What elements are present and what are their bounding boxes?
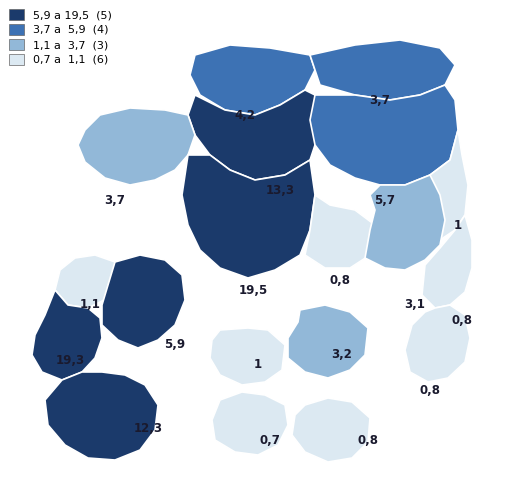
Text: 3,7: 3,7 xyxy=(104,194,125,207)
Text: 0,7: 0,7 xyxy=(259,434,280,447)
Polygon shape xyxy=(188,90,319,180)
Polygon shape xyxy=(182,155,315,278)
Text: 3,1: 3,1 xyxy=(404,298,425,311)
Polygon shape xyxy=(45,372,158,460)
Polygon shape xyxy=(212,392,288,455)
Polygon shape xyxy=(78,108,194,185)
Polygon shape xyxy=(309,85,457,185)
Polygon shape xyxy=(288,305,367,378)
Text: 12,3: 12,3 xyxy=(133,422,162,435)
Text: 1: 1 xyxy=(453,219,461,232)
Text: 5,7: 5,7 xyxy=(374,194,394,207)
Text: 0,8: 0,8 xyxy=(419,384,440,397)
Text: 1,1: 1,1 xyxy=(79,298,100,311)
Text: 4,2: 4,2 xyxy=(234,108,255,121)
Polygon shape xyxy=(55,255,118,308)
Text: 3,7: 3,7 xyxy=(369,93,390,106)
Polygon shape xyxy=(292,398,369,462)
Text: 19,3: 19,3 xyxy=(55,353,84,366)
Text: 19,5: 19,5 xyxy=(238,283,267,296)
Text: 1: 1 xyxy=(253,358,262,371)
Text: 0,8: 0,8 xyxy=(450,313,471,326)
Polygon shape xyxy=(404,305,469,382)
Polygon shape xyxy=(421,215,471,308)
Polygon shape xyxy=(102,255,185,348)
Polygon shape xyxy=(414,130,467,240)
Text: 0,8: 0,8 xyxy=(329,273,350,286)
Text: 0,8: 0,8 xyxy=(357,434,378,447)
Polygon shape xyxy=(32,290,102,380)
Polygon shape xyxy=(364,175,444,270)
Polygon shape xyxy=(190,45,315,115)
Polygon shape xyxy=(210,328,285,385)
Text: 13,3: 13,3 xyxy=(265,184,294,197)
Polygon shape xyxy=(309,40,454,100)
Text: 5,9: 5,9 xyxy=(164,338,185,351)
Polygon shape xyxy=(304,195,374,268)
Text: 3,2: 3,2 xyxy=(331,348,352,361)
Legend: 5,9 a 19,5  (5), 3,7 a  5,9  (4), 1,1 a  3,7  (3), 0,7 a  1,1  (6): 5,9 a 19,5 (5), 3,7 a 5,9 (4), 1,1 a 3,7… xyxy=(6,5,116,68)
